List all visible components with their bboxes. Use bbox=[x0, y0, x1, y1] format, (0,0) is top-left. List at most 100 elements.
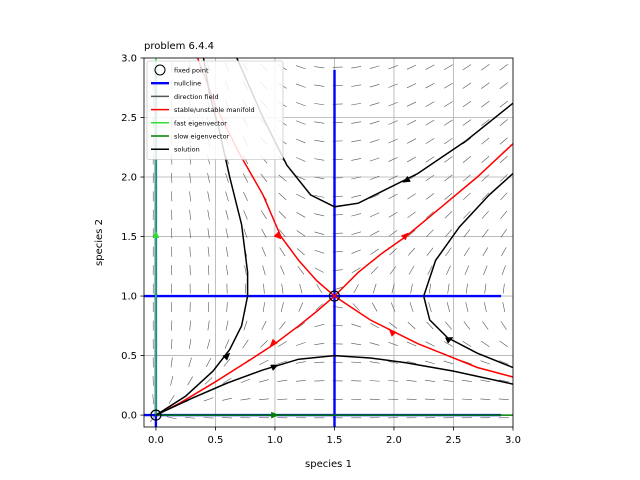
x-tick-label-0: 0.0 bbox=[148, 435, 164, 446]
direction-segment bbox=[351, 267, 361, 274]
direction-segment bbox=[425, 83, 435, 89]
direction-segment bbox=[425, 101, 435, 107]
direction-segment bbox=[243, 191, 248, 202]
direction-segment bbox=[499, 119, 508, 126]
y-tick-label-4: 2.0 bbox=[121, 173, 137, 184]
solution-arrow-0-0 bbox=[402, 175, 411, 183]
direction-segment bbox=[426, 229, 434, 238]
y-tick-label-1: 0.5 bbox=[121, 351, 137, 362]
direction-segment bbox=[425, 138, 435, 144]
direction-segment bbox=[499, 360, 509, 365]
direction-segment bbox=[206, 339, 211, 349]
direction-segment bbox=[406, 379, 417, 382]
direction-segment bbox=[225, 191, 229, 202]
direction-segment bbox=[443, 360, 454, 365]
direction-segment bbox=[279, 247, 286, 257]
direction-segment bbox=[207, 191, 210, 202]
direction-segment bbox=[297, 266, 305, 275]
direction-segment bbox=[225, 246, 229, 257]
direction-segment bbox=[261, 246, 267, 257]
direction-segment bbox=[444, 211, 453, 219]
direction-segment bbox=[409, 302, 414, 312]
direction-segment bbox=[243, 210, 248, 220]
direction-segment bbox=[406, 138, 417, 144]
direction-segment bbox=[189, 228, 191, 239]
direction-segment bbox=[314, 158, 325, 161]
direction-segment bbox=[370, 230, 380, 236]
slow-eigenvector-arrow bbox=[271, 411, 280, 419]
direction-segment bbox=[464, 265, 470, 275]
direction-segment bbox=[278, 229, 286, 238]
chart-title: problem 6.4.4 bbox=[144, 41, 214, 52]
direction-segment bbox=[259, 359, 269, 365]
direction-segment bbox=[445, 247, 452, 256]
direction-segment bbox=[280, 265, 285, 275]
direction-segment bbox=[444, 192, 453, 200]
markers bbox=[150, 290, 341, 421]
direction-segment bbox=[462, 64, 472, 71]
direction-segment bbox=[425, 119, 435, 126]
direction-segment bbox=[295, 361, 306, 364]
direction-segment bbox=[314, 342, 325, 345]
direction-segment bbox=[262, 302, 265, 313]
direction-segment bbox=[296, 157, 306, 162]
direction-segment bbox=[351, 342, 362, 346]
direction-segment bbox=[500, 321, 507, 330]
direction-segment bbox=[207, 228, 210, 239]
direction-segment bbox=[369, 84, 380, 88]
legend-label-0: fixed point bbox=[174, 67, 209, 75]
direction-segment bbox=[461, 398, 472, 400]
direction-segment bbox=[281, 283, 284, 294]
direction-segment bbox=[498, 398, 509, 400]
direction-segment bbox=[316, 284, 323, 294]
direction-segment bbox=[481, 340, 490, 348]
direction-segment bbox=[406, 360, 417, 364]
direction-segment bbox=[463, 192, 471, 201]
manifold-arrow-stable-left-0 bbox=[273, 231, 282, 240]
direction-segment bbox=[406, 101, 417, 107]
direction-segment bbox=[353, 284, 359, 294]
direction-segment bbox=[481, 119, 490, 126]
direction-segment bbox=[314, 195, 325, 198]
direction-segment bbox=[498, 379, 509, 383]
direction-segment bbox=[207, 172, 210, 183]
direction-segment bbox=[406, 83, 417, 89]
direction-segment bbox=[315, 303, 324, 311]
direction-segment bbox=[372, 283, 377, 294]
direction-segment bbox=[187, 376, 193, 386]
direction-segment bbox=[205, 357, 212, 367]
direction-segment bbox=[298, 302, 304, 312]
direction-segment bbox=[501, 265, 506, 275]
direction-segment bbox=[207, 320, 210, 331]
direction-segment bbox=[351, 102, 362, 106]
direction-segment bbox=[424, 379, 435, 382]
direction-segment bbox=[462, 156, 471, 163]
solution-arrow-3-0 bbox=[445, 337, 454, 344]
direction-segment bbox=[225, 173, 229, 183]
direction-segment bbox=[502, 302, 506, 313]
direction-segment bbox=[444, 229, 452, 238]
direction-segment bbox=[352, 303, 360, 311]
direction-segment bbox=[203, 417, 214, 419]
direction-segment bbox=[263, 283, 265, 294]
direction-segment bbox=[152, 394, 155, 405]
direction-field bbox=[150, 62, 509, 423]
direction-segment bbox=[189, 191, 191, 202]
direction-segment bbox=[314, 176, 325, 180]
direction-segment bbox=[170, 375, 174, 386]
direction-segment bbox=[314, 323, 325, 328]
direction-segment bbox=[351, 84, 362, 87]
direction-segment bbox=[225, 320, 229, 331]
legend-marker-fixed-point bbox=[154, 64, 166, 76]
direction-segment bbox=[388, 230, 398, 237]
direction-segment bbox=[482, 247, 489, 257]
direction-segment bbox=[351, 158, 362, 161]
direction-segment bbox=[425, 156, 435, 163]
direction-segment bbox=[314, 213, 325, 217]
direction-segment bbox=[299, 283, 303, 294]
manifold-arrow-stable-right-0 bbox=[388, 328, 397, 337]
direction-segment bbox=[446, 302, 450, 312]
direction-segment bbox=[425, 211, 434, 219]
direction-segment bbox=[370, 322, 380, 329]
direction-segment bbox=[388, 138, 398, 144]
